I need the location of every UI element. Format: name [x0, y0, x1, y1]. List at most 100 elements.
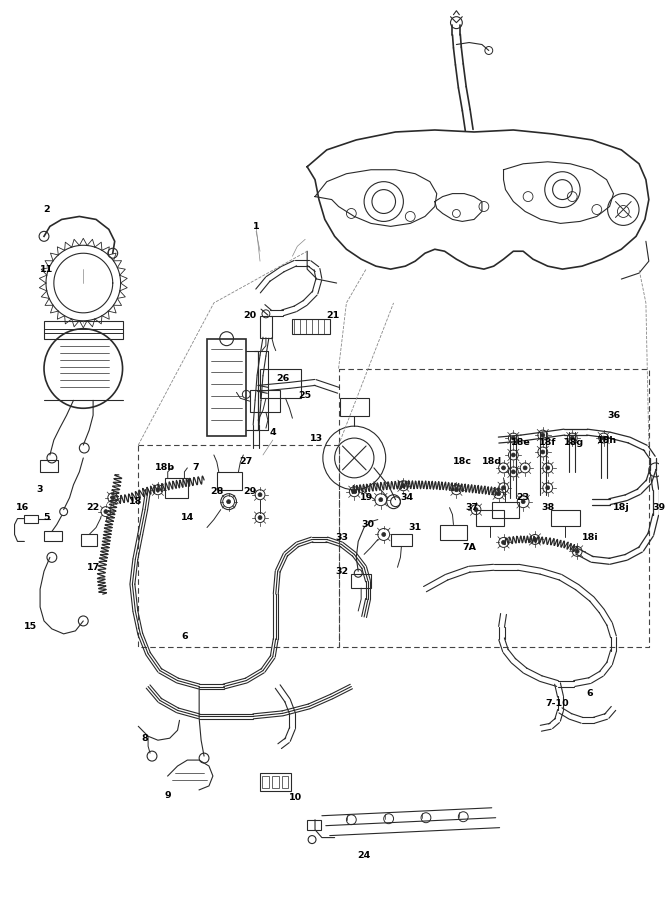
Bar	[24, 515, 38, 523]
Text: 7-10: 7-10	[546, 699, 569, 708]
Circle shape	[226, 500, 230, 504]
Text: 8: 8	[142, 734, 148, 742]
Bar	[339, 399, 369, 416]
Circle shape	[521, 500, 525, 504]
Text: 39: 39	[652, 503, 665, 512]
Text: 18d: 18d	[482, 457, 502, 466]
Text: 38: 38	[541, 503, 554, 512]
Text: 18g: 18g	[564, 437, 584, 446]
Circle shape	[502, 540, 506, 544]
Text: 18i: 18i	[582, 533, 599, 542]
Bar	[391, 535, 412, 546]
Text: 32: 32	[335, 567, 348, 576]
Text: 19: 19	[359, 493, 373, 502]
Circle shape	[454, 488, 458, 491]
Bar	[476, 509, 504, 526]
Text: 10: 10	[289, 793, 302, 802]
Text: 37: 37	[466, 503, 479, 512]
Bar	[40, 460, 57, 472]
Bar	[272, 776, 279, 788]
Bar	[440, 525, 467, 540]
Bar	[207, 338, 246, 436]
Circle shape	[352, 490, 356, 494]
Bar	[282, 776, 289, 788]
Text: 24: 24	[357, 851, 371, 860]
Bar	[260, 368, 301, 399]
Text: 31: 31	[409, 523, 422, 532]
Circle shape	[156, 488, 160, 491]
Text: 7: 7	[192, 464, 198, 472]
Text: 6: 6	[181, 633, 188, 642]
Bar	[260, 316, 272, 338]
Circle shape	[546, 486, 550, 490]
Circle shape	[401, 484, 405, 488]
Circle shape	[111, 496, 115, 500]
Bar	[165, 478, 188, 498]
Bar	[293, 319, 330, 334]
Circle shape	[541, 450, 545, 454]
Text: 18j: 18j	[613, 503, 630, 512]
Text: 33: 33	[335, 533, 348, 542]
Circle shape	[512, 436, 515, 440]
Circle shape	[379, 498, 383, 501]
Text: 30: 30	[361, 520, 375, 529]
Text: 26: 26	[276, 374, 289, 382]
Text: 9: 9	[164, 791, 171, 800]
Text: 25: 25	[299, 391, 312, 400]
Circle shape	[258, 492, 262, 497]
Circle shape	[533, 537, 537, 542]
Bar	[262, 776, 269, 788]
Circle shape	[496, 491, 500, 496]
Circle shape	[575, 549, 579, 554]
Text: 4: 4	[269, 428, 276, 436]
Text: 5: 5	[43, 513, 50, 522]
Bar	[44, 532, 61, 542]
Circle shape	[104, 509, 108, 514]
Circle shape	[258, 516, 262, 519]
Text: 18b: 18b	[155, 464, 175, 472]
Bar	[44, 320, 122, 338]
Text: 18e: 18e	[511, 437, 531, 446]
Circle shape	[502, 486, 506, 490]
Circle shape	[523, 466, 527, 470]
Text: 18f: 18f	[539, 437, 556, 446]
Text: 22: 22	[86, 503, 100, 512]
Text: 11: 11	[40, 265, 53, 274]
Text: 6: 6	[587, 689, 593, 698]
Circle shape	[474, 508, 478, 511]
Bar	[217, 472, 242, 490]
Text: 29: 29	[244, 487, 257, 496]
Circle shape	[546, 466, 550, 470]
Text: 14: 14	[181, 513, 194, 522]
Text: 20: 20	[244, 311, 257, 320]
Circle shape	[512, 453, 515, 457]
Text: 28: 28	[210, 487, 224, 496]
Text: 1: 1	[253, 222, 259, 231]
Text: 15: 15	[23, 623, 37, 632]
Text: 18c: 18c	[453, 457, 472, 466]
Circle shape	[541, 433, 545, 437]
Circle shape	[382, 533, 385, 536]
Text: 27: 27	[240, 457, 253, 466]
Text: 2: 2	[43, 205, 50, 214]
Text: 7A: 7A	[462, 543, 476, 552]
Text: 17: 17	[86, 562, 100, 572]
Circle shape	[512, 470, 515, 474]
Circle shape	[502, 466, 506, 470]
Bar	[250, 391, 280, 412]
Text: 18h: 18h	[597, 436, 617, 445]
Bar	[492, 501, 519, 518]
Bar	[81, 535, 97, 546]
Bar	[351, 574, 371, 588]
Circle shape	[602, 436, 606, 440]
Text: 34: 34	[401, 493, 414, 502]
Bar	[550, 509, 580, 526]
Text: 13: 13	[311, 434, 323, 443]
Bar	[307, 820, 321, 830]
Text: 23: 23	[516, 493, 530, 502]
Bar	[260, 773, 291, 791]
Text: 16: 16	[16, 503, 29, 512]
Text: 36: 36	[607, 410, 620, 419]
Text: 21: 21	[326, 311, 339, 320]
Circle shape	[570, 436, 574, 440]
